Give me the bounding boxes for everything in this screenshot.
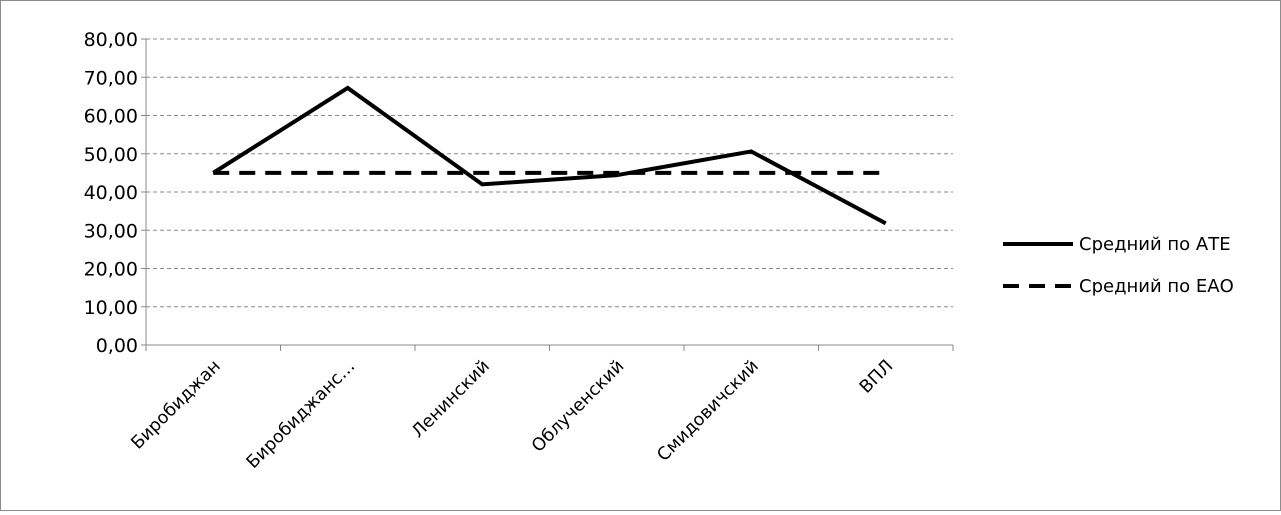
y-tick-label: 70,00 (84, 67, 138, 89)
axes (141, 38, 954, 351)
y-tick-labels: 0,00 10,00 20,00 30,00 40,00 50,00 60,00 70,00 8… (84, 29, 138, 357)
x-category-label: Ленинский (408, 356, 494, 442)
x-category-label: Биробиджан (128, 356, 225, 453)
gridlines (146, 38, 953, 308)
legend-label: Средний по ЕАО (1079, 276, 1234, 297)
y-tick-label: 50,00 (84, 144, 138, 166)
y-tick-label: 10,00 (84, 297, 138, 319)
x-category-label: Смидовичский (653, 356, 762, 465)
y-tick-label: 40,00 (84, 182, 138, 204)
legend: Средний по АТЕ Средний по ЕАО (1003, 234, 1234, 297)
x-category-label: Биробиджанс… (243, 356, 359, 472)
y-tick-label: 30,00 (84, 220, 138, 242)
y-tick-label: 60,00 (84, 106, 138, 128)
y-tick-label: 20,00 (84, 259, 138, 281)
series-line-1 (212, 85, 887, 226)
x-category-label: ВПЛ (856, 356, 897, 397)
series-lines (212, 85, 887, 226)
x-category-labels: Биробиджан Биробиджанс… Ленинский Облученск… (128, 356, 898, 472)
y-tick-label: 0,00 (96, 335, 138, 357)
y-tick-label: 80,00 (84, 29, 138, 51)
legend-label: Средний по АТЕ (1079, 234, 1231, 255)
x-category-label: Облученский (528, 356, 628, 456)
